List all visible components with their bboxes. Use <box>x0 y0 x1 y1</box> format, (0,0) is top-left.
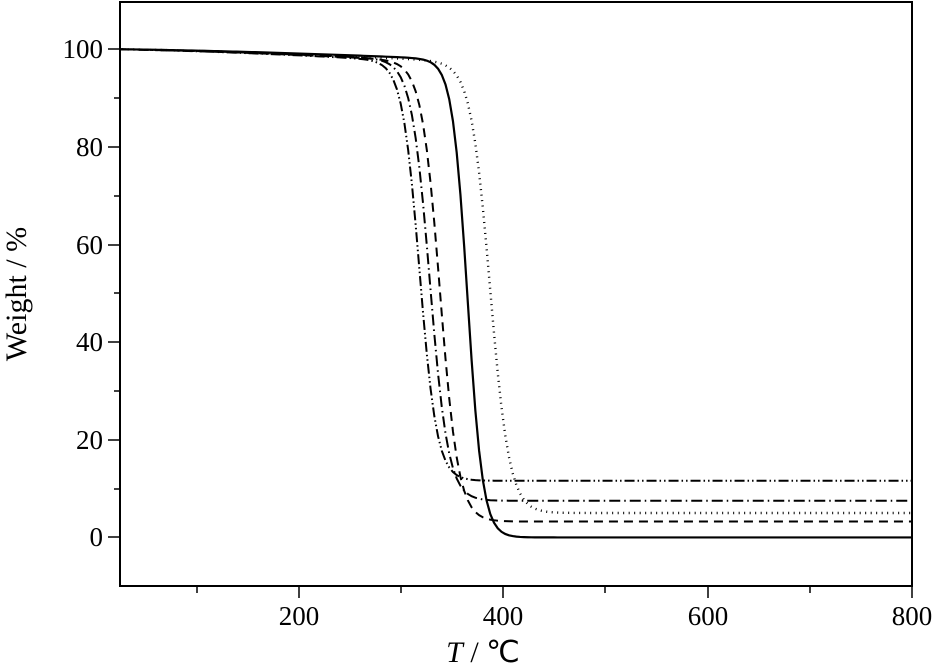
svg-text:100: 100 <box>63 34 104 64</box>
svg-text:800: 800 <box>892 601 933 631</box>
svg-text:T / ℃: T / ℃ <box>446 636 520 669</box>
svg-text:600: 600 <box>688 601 729 631</box>
svg-text:80: 80 <box>76 132 103 162</box>
svg-text:400: 400 <box>483 601 524 631</box>
svg-text:20: 20 <box>76 425 103 455</box>
svg-text:40: 40 <box>76 327 103 357</box>
svg-text:200: 200 <box>279 601 320 631</box>
svg-text:0: 0 <box>90 522 104 552</box>
svg-text:Weight / %: Weight / % <box>0 227 33 361</box>
svg-text:60: 60 <box>76 230 103 260</box>
